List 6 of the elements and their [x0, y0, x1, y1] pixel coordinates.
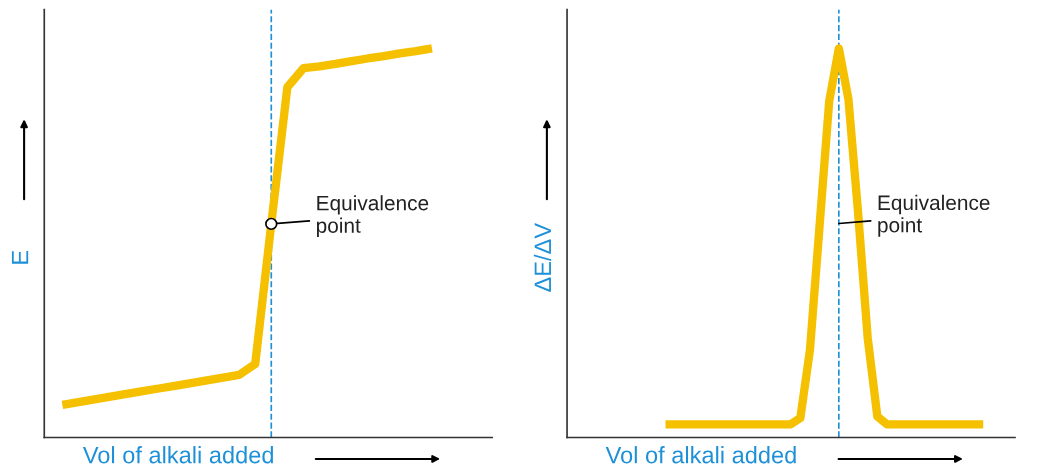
- x-axis-title: Vol of alkali added: [82, 446, 273, 464]
- annotation: Equivalence point: [316, 195, 429, 238]
- y-axis-title: ΔE/ΔV: [533, 223, 552, 292]
- y-axis-title: E: [11, 250, 29, 264]
- annotation: Equivalence point: [878, 194, 990, 237]
- x-axis-title: Vol of alkali added: [605, 446, 796, 464]
